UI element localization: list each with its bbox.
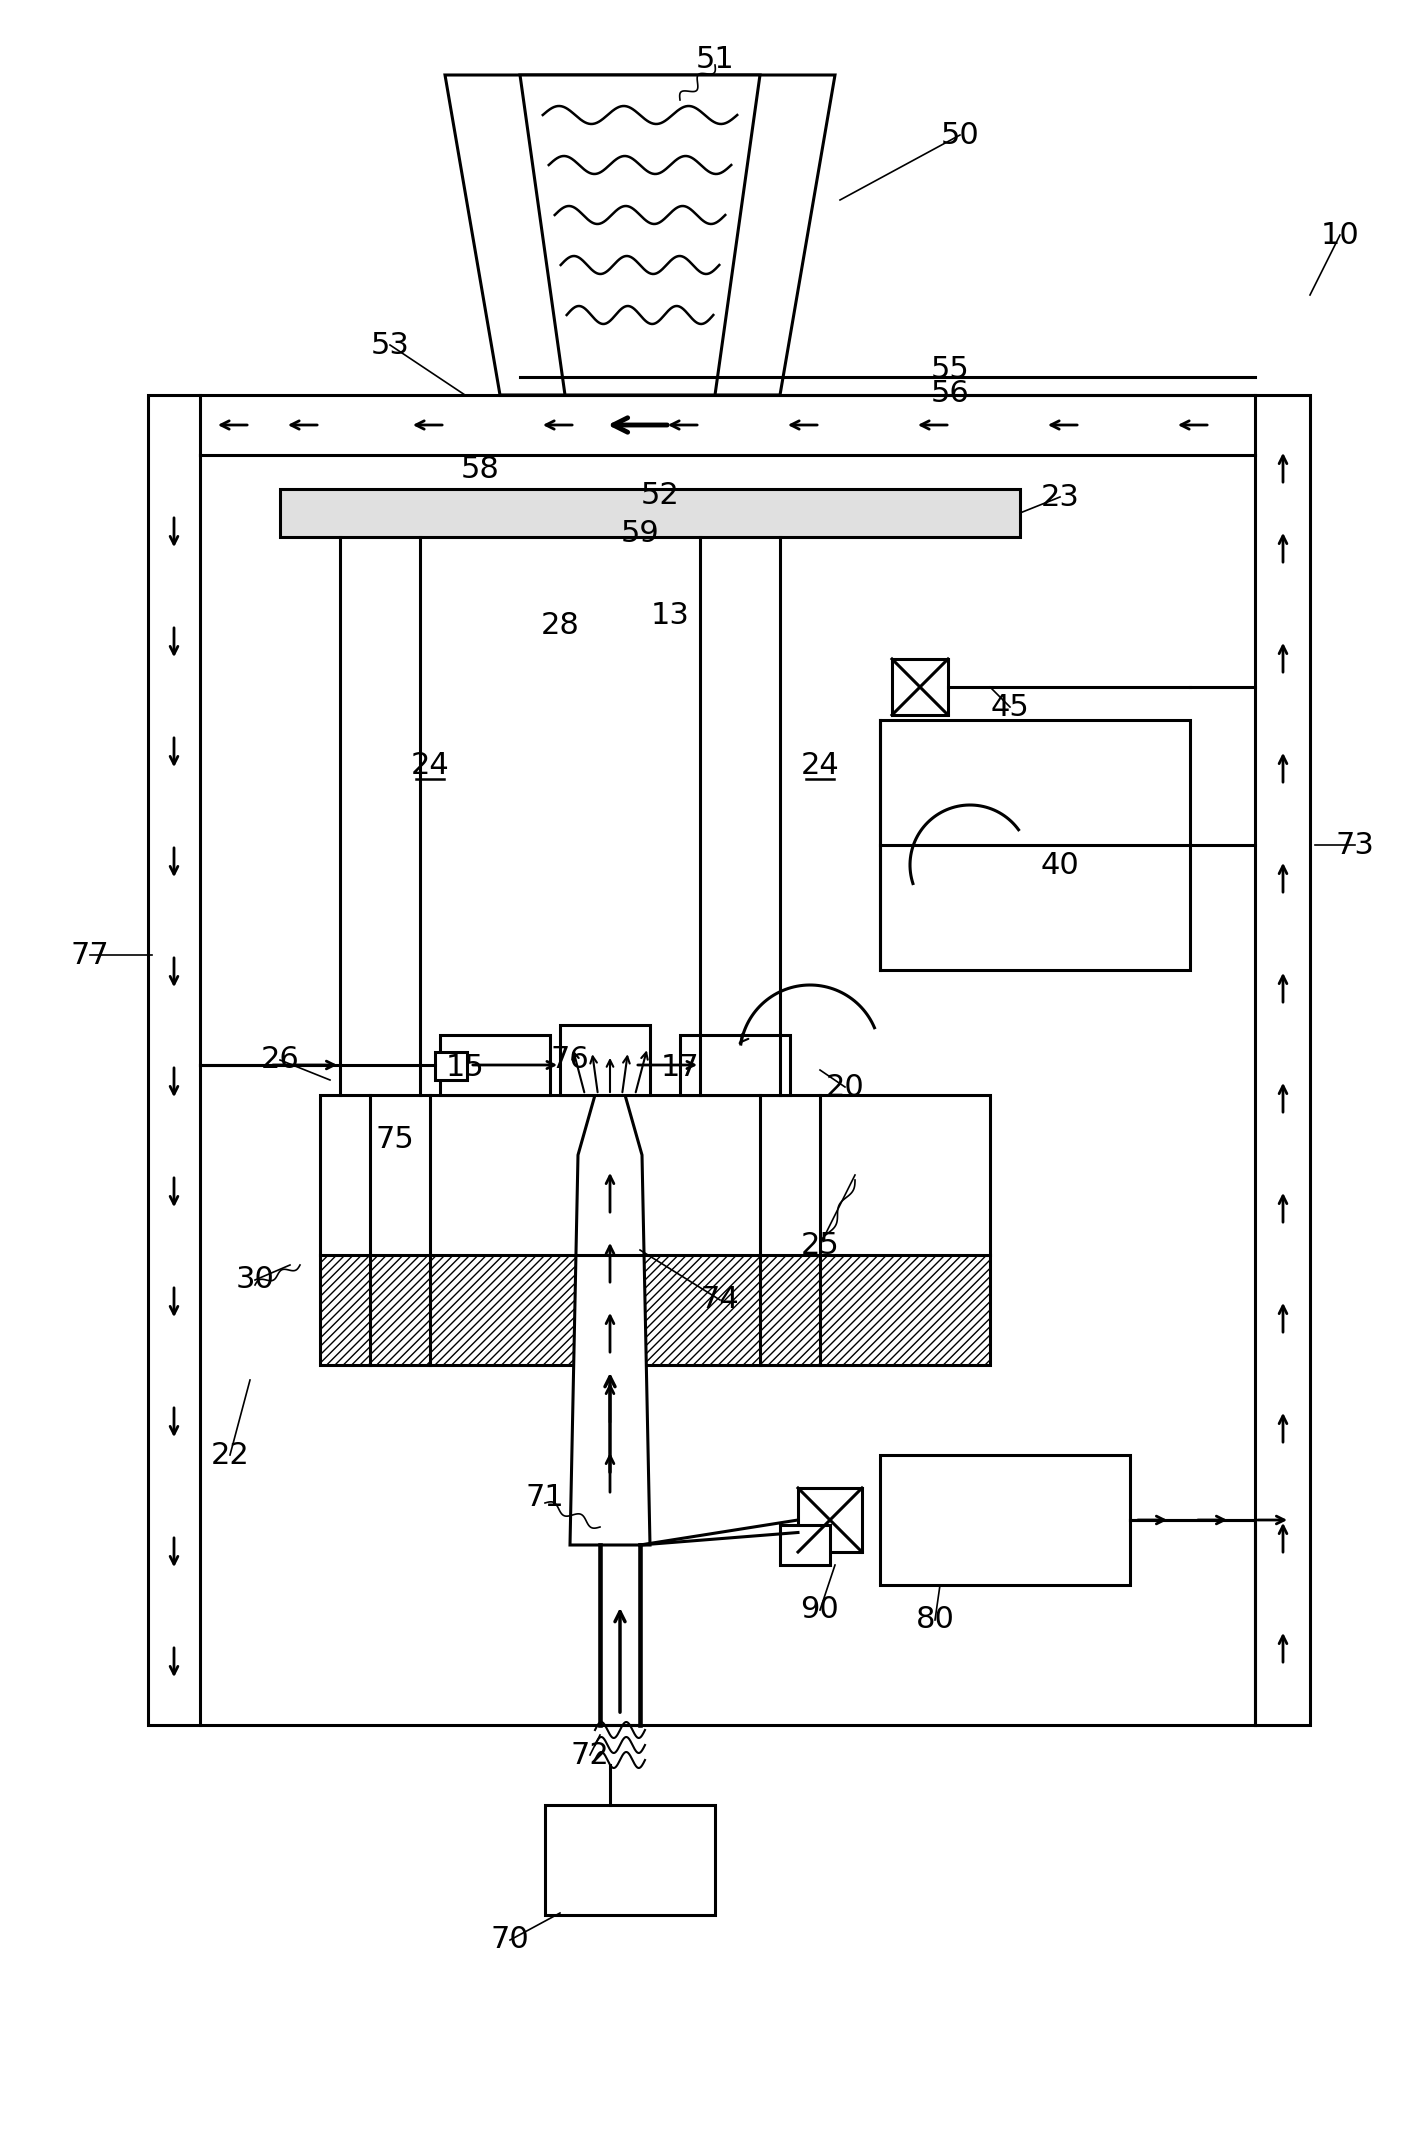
Bar [797, 1487, 862, 1552]
Text: 55: 55 [931, 356, 970, 384]
Text: 26: 26 [261, 1045, 299, 1075]
Bar [545, 1806, 715, 1916]
Bar [320, 1254, 370, 1364]
Text: 70: 70 [491, 1927, 530, 1955]
Text: 30: 30 [235, 1265, 275, 1295]
Bar [434, 1052, 467, 1080]
Bar [440, 1034, 550, 1095]
Polygon shape [570, 1095, 649, 1545]
Text: 13: 13 [651, 601, 689, 629]
Text: 25: 25 [800, 1231, 839, 1259]
Bar [560, 1026, 649, 1095]
Text: 40: 40 [1041, 851, 1079, 879]
Bar [320, 1254, 370, 1364]
Text: 59: 59 [621, 519, 659, 547]
Text: 51: 51 [696, 45, 735, 75]
Text: 45: 45 [991, 692, 1030, 722]
Text: 74: 74 [701, 1287, 739, 1315]
Bar [880, 1455, 1131, 1584]
Bar [430, 1254, 760, 1364]
Bar [880, 720, 1190, 970]
Text: 24: 24 [410, 750, 450, 780]
Text: 10: 10 [1320, 220, 1360, 250]
Bar [281, 489, 1020, 537]
Text: 56: 56 [931, 379, 970, 407]
Bar [681, 1034, 790, 1095]
Bar [320, 1095, 990, 1364]
Bar [760, 1254, 820, 1364]
Bar [148, 394, 1310, 1724]
Bar [820, 1254, 990, 1364]
Text: 73: 73 [1336, 830, 1374, 860]
Text: 52: 52 [641, 481, 679, 509]
Bar [780, 1526, 830, 1565]
Text: 58: 58 [460, 455, 500, 485]
Text: 53: 53 [370, 330, 410, 360]
Text: 77: 77 [71, 940, 110, 970]
Bar [430, 1254, 760, 1364]
Text: 23: 23 [1041, 483, 1079, 511]
Text: 75: 75 [376, 1125, 414, 1155]
Text: 72: 72 [571, 1741, 609, 1769]
Text: 76: 76 [551, 1045, 590, 1075]
Text: 71: 71 [525, 1483, 564, 1511]
Text: 15: 15 [446, 1052, 484, 1082]
Text: 22: 22 [211, 1440, 249, 1470]
Bar [891, 659, 948, 715]
Text: 24: 24 [800, 750, 839, 780]
Text: 20: 20 [826, 1073, 864, 1101]
Text: 28: 28 [541, 610, 580, 640]
Text: 90: 90 [800, 1595, 839, 1625]
Text: 50: 50 [941, 121, 980, 149]
Bar [370, 1254, 430, 1364]
Text: 17: 17 [661, 1052, 699, 1082]
Bar [820, 1254, 990, 1364]
Polygon shape [520, 75, 760, 394]
Text: 80: 80 [916, 1605, 954, 1633]
